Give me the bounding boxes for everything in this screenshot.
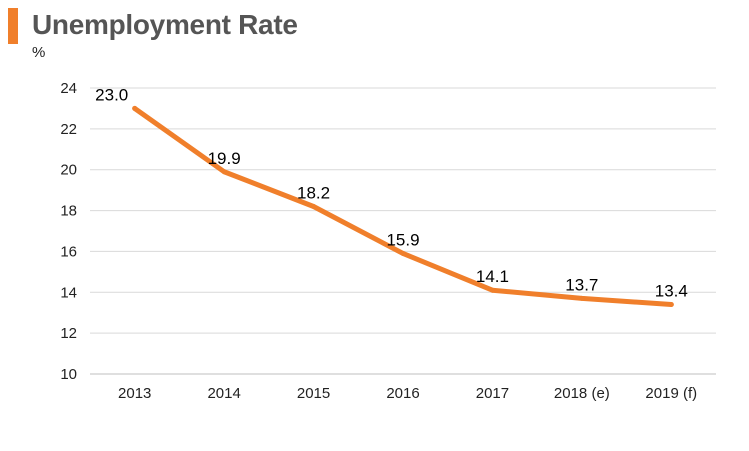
data-label: 23.0 <box>95 85 128 104</box>
data-point <box>579 295 585 301</box>
x-tick-label: 2015 <box>297 385 330 402</box>
data-point <box>489 287 495 293</box>
data-point <box>668 302 674 308</box>
y-tick-label: 22 <box>60 121 77 138</box>
x-tick-label: 2017 <box>476 385 509 402</box>
data-point <box>132 105 138 111</box>
x-tick-label: 2014 <box>207 385 240 402</box>
data-point <box>400 250 406 256</box>
data-label: 13.7 <box>565 275 598 294</box>
data-point <box>221 169 227 175</box>
data-label: 13.4 <box>655 282 688 301</box>
x-tick-label: 2016 <box>386 385 419 402</box>
y-tick-label: 24 <box>60 80 77 97</box>
unit-label: % <box>32 44 46 61</box>
y-tick-label: 20 <box>60 162 77 179</box>
x-tick-label: 2019 (f) <box>645 385 697 402</box>
x-tick-label: 2013 <box>118 385 151 402</box>
y-tick-label: 12 <box>60 325 77 342</box>
x-tick-label: 2018 (e) <box>554 385 610 402</box>
y-tick-label: 16 <box>60 243 77 260</box>
data-label: 14.1 <box>476 267 509 286</box>
data-label: 15.9 <box>386 230 419 249</box>
y-tick-label: 14 <box>60 284 77 301</box>
y-tick-label: 18 <box>60 203 77 220</box>
chart-title: Unemployment Rate <box>32 9 298 40</box>
data-point <box>311 203 317 209</box>
y-tick-label: 10 <box>60 366 77 383</box>
data-label: 18.2 <box>297 183 330 202</box>
title-accent-bar <box>8 8 18 44</box>
data-label: 19.9 <box>208 149 241 168</box>
